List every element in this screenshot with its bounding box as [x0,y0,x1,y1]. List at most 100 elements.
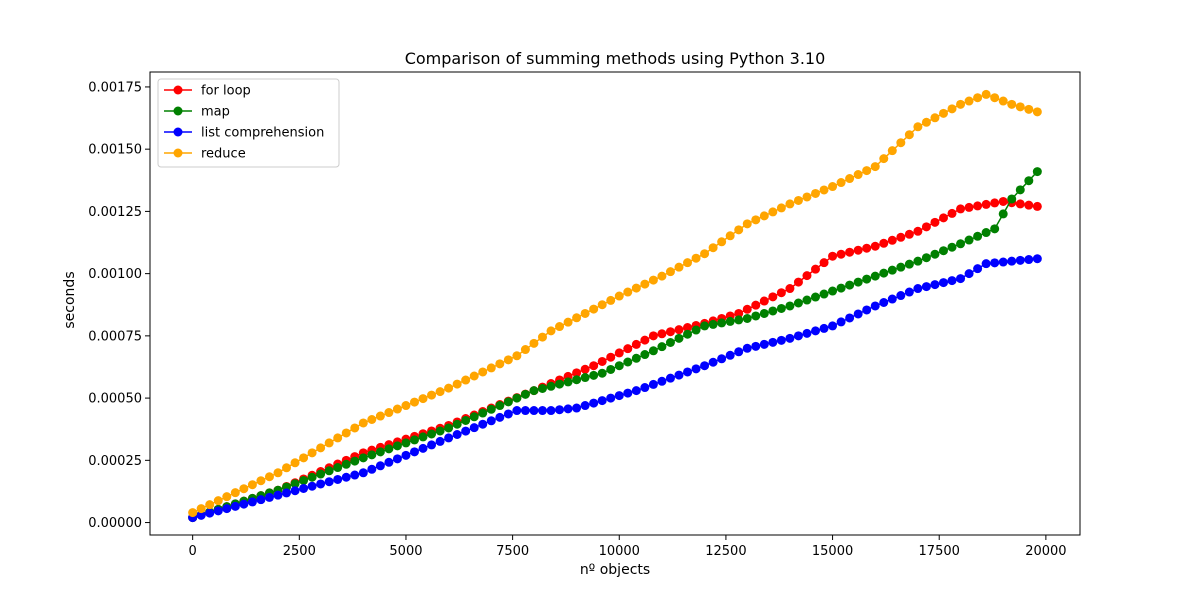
data-point [930,113,940,123]
data-point [520,406,530,416]
data-point [606,295,616,305]
data-point [307,472,317,482]
series-list-comprehension [188,254,1042,523]
data-point [435,426,445,436]
data-point [768,207,778,217]
y-tick-label: 0.00175 [88,80,142,95]
data-point [597,396,607,406]
data-point [683,258,693,268]
data-point [785,284,795,294]
data-point [580,364,590,374]
data-point [606,364,616,374]
data-point [759,308,769,318]
data-point [623,287,633,297]
data-point [921,282,931,292]
data-point [648,346,658,356]
data-point [700,249,710,259]
data-point [623,357,633,367]
data-point [981,199,991,209]
data-point [350,456,360,466]
data-point [469,412,479,422]
data-point [316,469,326,479]
data-point [341,428,351,438]
y-tick-label: 0.00000 [88,516,142,531]
data-point [486,363,496,373]
data-point [1032,254,1042,264]
data-point [973,231,983,241]
data-point [896,232,906,242]
data-point [367,450,377,460]
data-point [1015,255,1025,265]
data-point [674,325,684,335]
y-tick-label: 0.00025 [88,454,142,469]
data-point [964,269,974,279]
data-point [418,443,428,453]
legend-box [157,78,340,168]
data-point [665,338,675,347]
data-point [418,432,428,442]
data-point [717,237,727,247]
plot-area: 0 2500 5000 7500 10000 12500 15000 17500 20000 0.… [88,71,1081,559]
data-point [222,504,232,514]
data-point [572,375,582,385]
data-point [1032,107,1042,117]
data-point [256,495,266,505]
data-point [563,317,573,327]
data-point [793,298,803,308]
legend-marker [173,148,183,158]
data-point [811,188,820,198]
data-point [333,433,343,443]
data-point [998,209,1008,219]
data-point [828,251,838,261]
data-point [282,488,292,498]
data-point [188,508,198,518]
x-tick-label: 2500 [283,544,316,559]
x-tick-label: 5000 [389,544,422,559]
data-point [845,247,855,257]
y-tick-label: 0.00075 [88,329,142,344]
data-point [793,277,803,287]
data-point [896,138,906,148]
data-point [870,162,880,172]
data-point [469,371,479,381]
chart-title: Comparison of summing methods using Pyth… [405,49,826,68]
data-point [563,377,573,387]
data-point [589,370,599,380]
data-point [384,457,394,467]
data-point [546,326,556,336]
legend: for loop map list comprehension reduce [157,78,340,168]
data-point [998,196,1008,206]
data-point [1015,185,1025,195]
data-point [811,264,820,274]
data-point [495,412,505,422]
data-point [990,198,1000,208]
data-point [725,350,735,360]
data-point [956,239,966,249]
data-point [964,202,974,212]
x-axis-label: nº objects [580,562,650,578]
data-point [341,472,351,482]
data-point [717,318,727,328]
data-point [674,333,684,343]
data-point [256,476,266,486]
data-point [503,355,513,365]
data-point [930,217,940,227]
data-point [896,262,906,272]
data-point [486,404,496,414]
data-point [196,510,206,520]
legend-entry-map: map [164,105,230,120]
data-point [734,225,744,235]
x-tick-label: 0 [189,544,197,559]
data-point [520,345,530,355]
data-point [1032,201,1042,211]
x-tick-label: 15000 [812,544,853,559]
data-point [793,195,803,205]
data-point [947,242,957,252]
data-point [401,401,411,411]
data-point [631,386,641,396]
data-point [657,271,667,281]
data-point [904,130,914,140]
data-point [828,286,838,296]
data-point [708,357,718,367]
data-point [811,326,820,336]
